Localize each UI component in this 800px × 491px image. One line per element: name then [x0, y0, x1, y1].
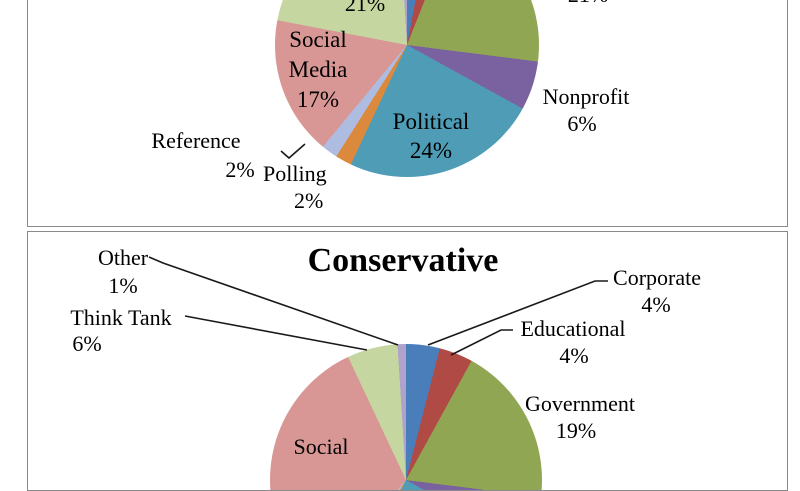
conservative-chart-panel: Conservative Other 1% Think Tank 6% Corp…: [27, 231, 788, 491]
corporate-pct-label: 4%: [641, 292, 671, 317]
social-media-pct-label: 17%: [296, 87, 340, 112]
page: { "page": { "background": "#ffffff", "pa…: [27, 0, 788, 491]
polling-label: Polling: [263, 161, 327, 186]
government-pct-label: 19%: [555, 418, 597, 443]
government-label: Government: [525, 391, 635, 416]
think-tank-leader-line: [184, 315, 368, 351]
educational-label: Educational: [520, 316, 626, 341]
think-tank-pct-label: 21%: [344, 0, 386, 16]
social-media-label-line2: Media: [288, 57, 348, 82]
polling-pct-label: 2%: [294, 188, 324, 213]
reference-pct-label: 2%: [225, 157, 255, 182]
social-media-label-line1: Social: [289, 27, 347, 52]
educational-leader-line: [450, 329, 513, 356]
other-label: Other: [97, 245, 149, 270]
political-label: Political: [392, 109, 470, 134]
social-media-label: Social: [293, 434, 349, 459]
political-pct-label: 24%: [409, 138, 453, 163]
nonprofit-label: Nonprofit: [542, 84, 630, 109]
educational-pct-label: 4%: [559, 343, 589, 368]
corporate-label: Corporate: [613, 265, 701, 290]
social-media-slice-label: Social Media 17%: [289, 25, 348, 115]
reference-label: Reference: [151, 128, 241, 153]
think-tank-label: Think Tank: [70, 305, 172, 330]
think-tank-pct-label: 6%: [72, 331, 102, 356]
top-chart-panel: 21% 21% Social Media 17% Reference 2% Po…: [27, 0, 788, 227]
political-slice-label: Political 24%: [393, 107, 470, 165]
reference-leader-line: [280, 143, 306, 160]
other-pct-label: 1%: [108, 273, 138, 298]
conservative-pie-chart: [270, 344, 542, 490]
nonprofit-pct-label: 6%: [567, 111, 597, 136]
government-pct-label: 21%: [568, 0, 608, 8]
chart-title: Conservative: [307, 242, 499, 279]
